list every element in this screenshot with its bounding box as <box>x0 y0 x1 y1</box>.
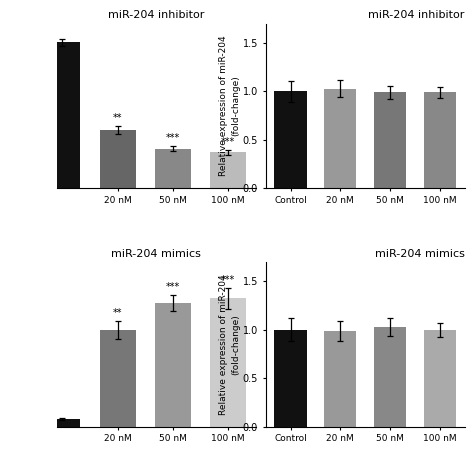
Bar <box>274 91 307 188</box>
Text: ***: *** <box>166 282 180 292</box>
Bar <box>45 43 81 188</box>
Bar <box>423 330 456 427</box>
Title: miR-204 inhibitor: miR-204 inhibitor <box>108 10 204 20</box>
Text: ***: *** <box>221 275 235 285</box>
Y-axis label: Relative expression of miR-204
(fold-change): Relative expression of miR-204 (fold-cha… <box>219 274 240 415</box>
Text: **: ** <box>113 113 122 123</box>
Bar <box>45 419 81 427</box>
Bar <box>274 330 307 427</box>
Bar <box>324 331 356 427</box>
Bar <box>324 89 356 188</box>
Y-axis label: Relative expression of miR-204
(fold-change): Relative expression of miR-204 (fold-cha… <box>219 36 240 176</box>
Title: miR-204 mimics: miR-204 mimics <box>111 248 201 259</box>
Text: miR-204 mimics: miR-204 mimics <box>374 248 465 259</box>
Bar <box>100 330 136 427</box>
Bar <box>155 149 191 188</box>
Bar <box>210 153 246 188</box>
Bar <box>374 92 406 188</box>
Bar <box>210 299 246 427</box>
Text: **: ** <box>113 308 122 318</box>
Bar <box>423 92 456 188</box>
Bar <box>374 327 406 427</box>
Bar <box>100 130 136 188</box>
Text: ***: *** <box>166 133 180 143</box>
Text: miR-204 inhibitor: miR-204 inhibitor <box>368 10 465 20</box>
Bar <box>155 303 191 427</box>
Text: ***: *** <box>221 137 235 147</box>
